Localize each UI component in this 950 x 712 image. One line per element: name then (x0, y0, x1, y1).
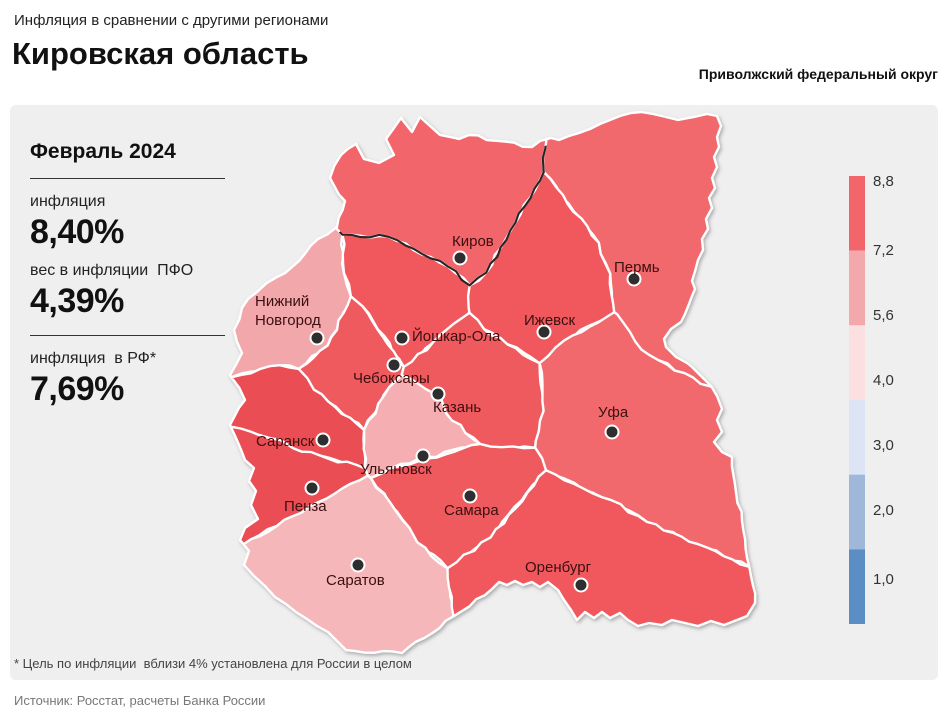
svg-text:8,8: 8,8 (873, 173, 894, 190)
svg-text:Оренбург: Оренбург (525, 559, 592, 576)
svg-text:2,0: 2,0 (873, 502, 894, 519)
svg-text:3,0: 3,0 (873, 437, 894, 454)
svg-text:Саранск: Саранск (256, 433, 315, 450)
svg-text:Йошкар-Ола: Йошкар-Ола (412, 327, 501, 345)
svg-text:Пенза: Пенза (284, 498, 327, 515)
svg-text:Новгород: Новгород (255, 312, 321, 329)
svg-text:Саратов: Саратов (326, 572, 385, 589)
svg-text:Нижний: Нижний (255, 293, 309, 310)
svg-text:Ульяновск: Ульяновск (360, 461, 432, 478)
svg-text:Казань: Казань (433, 399, 481, 416)
svg-text:7,2: 7,2 (873, 242, 894, 259)
svg-text:Уфа: Уфа (598, 404, 629, 421)
svg-text:Пермь: Пермь (614, 259, 660, 276)
svg-text:Чебоксары: Чебоксары (353, 370, 430, 387)
svg-text:4,0: 4,0 (873, 372, 894, 389)
svg-text:5,6: 5,6 (873, 307, 894, 324)
svg-text:Самара: Самара (444, 502, 499, 519)
svg-text:Киров: Киров (452, 233, 494, 250)
svg-text:Ижевск: Ижевск (524, 312, 575, 329)
svg-text:1,0: 1,0 (873, 571, 894, 588)
